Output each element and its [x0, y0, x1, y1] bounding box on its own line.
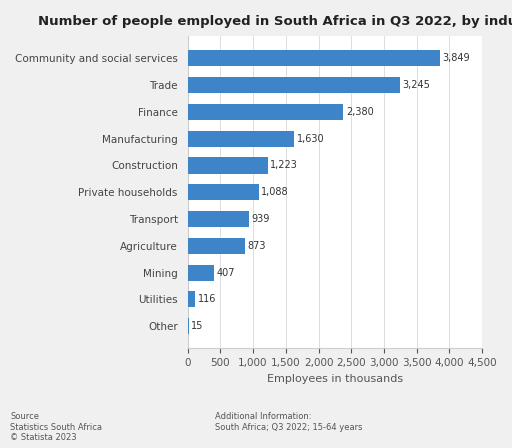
Text: 1,223: 1,223: [270, 160, 298, 171]
Text: Source
Statistics South Africa
© Statista 2023: Source Statistics South Africa © Statist…: [10, 412, 102, 442]
Bar: [187, 291, 195, 307]
Title: Number of people employed in South Africa in Q3 2022, by industry (in 1,000s): Number of people employed in South Afric…: [38, 15, 512, 28]
Text: 2,380: 2,380: [346, 107, 374, 117]
Bar: [187, 50, 440, 66]
Text: 873: 873: [247, 241, 266, 251]
Text: 1,630: 1,630: [297, 134, 325, 144]
Text: 407: 407: [217, 267, 236, 278]
Text: 939: 939: [252, 214, 270, 224]
Text: Additional Information:
South Africa; Q3 2022; 15-64 years: Additional Information: South Africa; Q3…: [215, 412, 362, 431]
Bar: [187, 157, 268, 173]
Text: 116: 116: [198, 294, 216, 305]
Text: 3,245: 3,245: [402, 80, 431, 90]
Bar: [187, 318, 188, 334]
Bar: [187, 77, 400, 93]
Bar: [187, 238, 245, 254]
Bar: [187, 131, 294, 147]
Bar: [187, 265, 214, 281]
Text: 15: 15: [191, 321, 204, 331]
Text: 3,849: 3,849: [442, 53, 470, 63]
X-axis label: Employees in thousands: Employees in thousands: [267, 374, 403, 384]
Bar: [187, 104, 344, 120]
Bar: [187, 211, 249, 227]
Text: 1,088: 1,088: [262, 187, 289, 197]
Bar: [187, 184, 259, 200]
